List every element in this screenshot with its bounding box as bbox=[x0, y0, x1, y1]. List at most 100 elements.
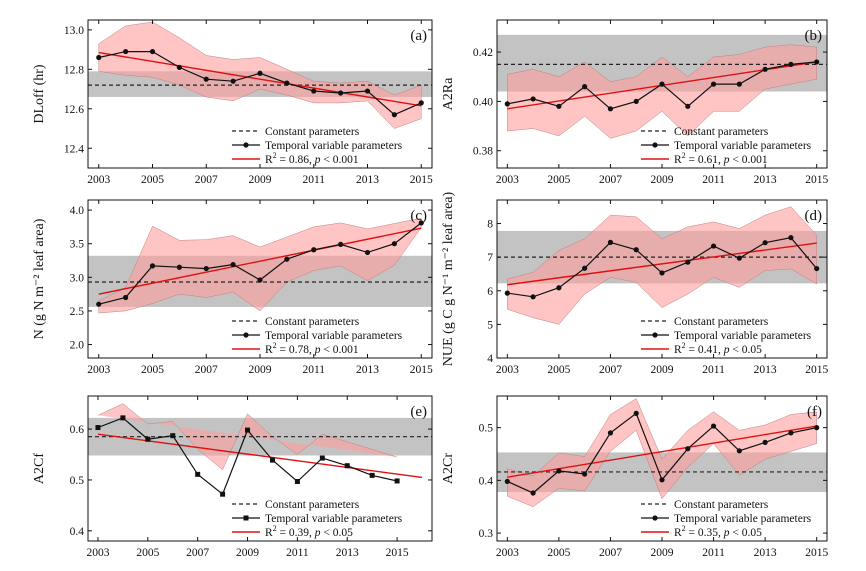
x-tick-label: 2003 bbox=[496, 364, 519, 376]
x-tick-label: 2015 bbox=[410, 364, 433, 376]
data-point bbox=[284, 80, 290, 86]
data-point bbox=[607, 239, 614, 245]
stat-r-superscript: 2 bbox=[273, 524, 277, 533]
linear-trend-line bbox=[97, 433, 423, 479]
legend-temporal-label: Temporal variable parameters bbox=[674, 513, 812, 525]
data-point bbox=[530, 294, 536, 300]
chart-panel-1: 2003 2005 2007 2009 2011 2013 2015 12.4 12.6 12.8… bbox=[32, 19, 433, 186]
x-tick-label: 2005 bbox=[141, 174, 164, 186]
x-tick-label: 2005 bbox=[547, 174, 570, 186]
x-tick-label: 2007 bbox=[195, 174, 218, 186]
y-tick-label: 0.38 bbox=[473, 146, 493, 158]
data-point bbox=[710, 243, 717, 249]
y-tick-label: 0.5 bbox=[479, 423, 494, 435]
legend-constant-label: Constant parameters bbox=[674, 316, 769, 328]
x-tick-label: 2007 bbox=[195, 364, 218, 376]
data-point bbox=[149, 263, 156, 269]
data-point bbox=[788, 430, 794, 436]
stat-r-value: = 0.86, bbox=[277, 154, 315, 166]
data-point bbox=[176, 264, 182, 270]
x-tick-label: 2015 bbox=[386, 547, 409, 559]
y-tick-label: 0.42 bbox=[473, 47, 493, 59]
data-point bbox=[556, 285, 562, 291]
stat-r-superscript: 2 bbox=[682, 341, 686, 350]
data-point bbox=[736, 448, 742, 454]
legend-temporal-label: Temporal variable parameters bbox=[265, 330, 403, 342]
data-point bbox=[659, 81, 665, 87]
data-point bbox=[95, 425, 101, 431]
y-axis-label: A2Cr bbox=[441, 453, 456, 484]
x-tick-label: 2009 bbox=[651, 364, 674, 376]
panel-label: (d) bbox=[805, 208, 823, 224]
legend-trend-stat: R2 = 0.35, p < 0.05 bbox=[674, 524, 762, 539]
panel-label: (e) bbox=[410, 404, 427, 420]
temporal-uncertainty-band bbox=[97, 403, 398, 471]
data-point bbox=[369, 472, 375, 478]
data-point bbox=[170, 433, 176, 439]
stat-r-superscript: 2 bbox=[682, 524, 686, 533]
data-point bbox=[659, 477, 665, 483]
data-point bbox=[230, 78, 236, 84]
x-tick-label: 2009 bbox=[249, 364, 272, 376]
stat-r-value: = 0.78, bbox=[277, 344, 315, 356]
x-tick-label: 2005 bbox=[141, 364, 164, 376]
stat-r: R bbox=[674, 154, 682, 166]
data-point bbox=[685, 103, 691, 109]
data-point bbox=[149, 48, 156, 55]
x-tick-label: 2003 bbox=[87, 174, 110, 186]
legend-trend-stat: R2 = 0.61, p < 0.001 bbox=[674, 151, 768, 166]
y-tick-label: 0.3 bbox=[479, 528, 494, 540]
data-point bbox=[788, 235, 794, 241]
data-point bbox=[220, 491, 226, 497]
legend-temporal-marker bbox=[652, 332, 658, 338]
data-point bbox=[582, 265, 588, 271]
x-tick-label: 2015 bbox=[410, 174, 433, 186]
y-tick-label: 2.0 bbox=[70, 340, 85, 352]
data-point bbox=[364, 249, 371, 256]
x-tick-label: 2013 bbox=[356, 364, 379, 376]
x-tick-label: 2005 bbox=[547, 547, 570, 559]
stat-p-value: < 0.001 bbox=[321, 154, 359, 166]
legend-temporal-marker bbox=[243, 332, 249, 338]
data-point bbox=[530, 96, 536, 102]
data-point bbox=[230, 261, 236, 268]
x-tick-label: 2005 bbox=[136, 547, 159, 559]
data-point bbox=[685, 446, 691, 452]
y-tick-label: 0.4 bbox=[479, 475, 494, 487]
panel-label: (b) bbox=[805, 28, 823, 44]
panel-label: (f) bbox=[807, 404, 822, 420]
legend-temporal-marker bbox=[243, 142, 249, 148]
legend-trend-stat: R2 = 0.41, p < 0.05 bbox=[674, 341, 762, 356]
x-tick-label: 2007 bbox=[186, 547, 209, 559]
y-tick-label: 4.0 bbox=[70, 205, 85, 217]
x-tick-label: 2011 bbox=[702, 174, 725, 186]
stat-p: p bbox=[314, 344, 321, 356]
legend: Constant parameters Temporal variable par… bbox=[641, 126, 812, 166]
legend: Constant parameters Temporal variable par… bbox=[641, 499, 812, 539]
data-point bbox=[311, 88, 317, 94]
stat-p: p bbox=[723, 154, 730, 166]
data-point bbox=[633, 410, 639, 416]
y-axis-label: DLoff (hr) bbox=[32, 64, 47, 124]
legend-constant-label: Constant parameters bbox=[265, 126, 360, 138]
stat-r-superscript: 2 bbox=[273, 151, 277, 160]
stat-r: R bbox=[265, 344, 273, 356]
stat-p: p bbox=[314, 527, 321, 539]
data-point bbox=[195, 471, 201, 477]
data-point bbox=[710, 423, 717, 429]
x-tick-label: 2013 bbox=[754, 364, 777, 376]
stat-r-superscript: 2 bbox=[682, 151, 686, 160]
x-tick-label: 2011 bbox=[302, 174, 325, 186]
y-tick-label: 12.6 bbox=[64, 104, 84, 116]
data-point bbox=[145, 436, 151, 442]
data-point bbox=[582, 471, 588, 477]
data-point bbox=[394, 478, 400, 484]
data-point bbox=[814, 59, 820, 65]
data-point bbox=[710, 81, 717, 87]
data-point bbox=[257, 70, 263, 76]
y-tick-label: 13.0 bbox=[64, 25, 84, 37]
data-point bbox=[319, 455, 325, 461]
data-point bbox=[762, 66, 768, 72]
x-tick-label: 2011 bbox=[286, 547, 309, 559]
data-point bbox=[203, 76, 209, 82]
